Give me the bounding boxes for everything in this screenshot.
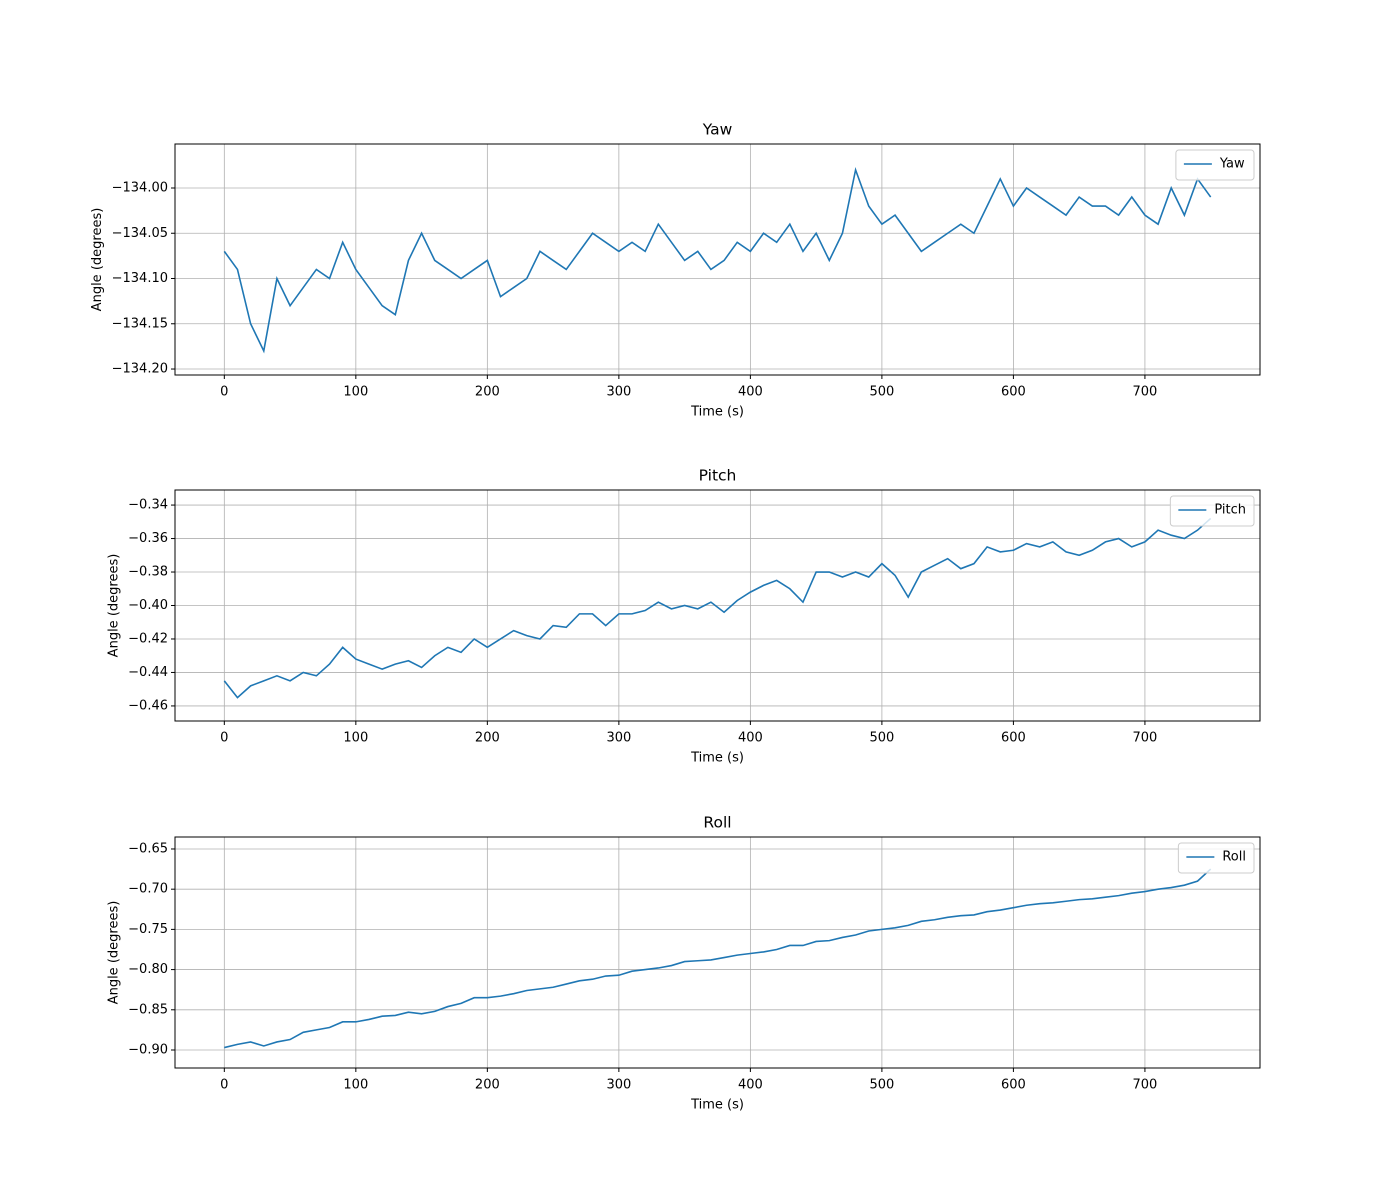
subplot: Roll 0 100 200 300 400 500 600 700 −0.90 −0.85 −0.8… <box>107 814 1261 1113</box>
x-tick-label: 600 <box>1001 1078 1026 1093</box>
y-tick-label: −0.44 <box>128 665 168 680</box>
subplot: Pitch 0 100 200 300 400 500 600 700 −0.46 −0.44 −0.… <box>107 467 1261 766</box>
legend-label: Pitch <box>1214 503 1246 518</box>
x-tick-label: 500 <box>869 1078 894 1093</box>
y-tick-label: −0.40 <box>128 598 168 613</box>
y-tick-label: −0.36 <box>128 531 168 546</box>
x-tick-label: 0 <box>220 731 228 746</box>
y-tick-label: −0.75 <box>128 922 168 937</box>
y-axis-label: Angle (degrees) <box>107 554 122 658</box>
y-axis-label: Angle (degrees) <box>90 208 105 312</box>
x-tick-label: 500 <box>869 385 894 400</box>
x-axis-label: Time (s) <box>690 751 744 766</box>
y-tick-label: −134.00 <box>112 180 168 195</box>
x-tick-label: 400 <box>738 1078 763 1093</box>
y-tick-label: −0.65 <box>128 841 168 856</box>
x-axis-label: Time (s) <box>690 405 744 420</box>
x-tick-label: 700 <box>1133 385 1158 400</box>
x-tick-label: 100 <box>343 385 368 400</box>
x-tick-label: 300 <box>606 385 631 400</box>
axes-frame <box>174 489 1261 722</box>
x-tick-label: 300 <box>606 1078 631 1093</box>
y-tick-label: −0.42 <box>128 631 168 646</box>
x-tick-label: 0 <box>220 1078 228 1093</box>
legend: Yaw <box>1175 149 1255 181</box>
x-tick-label: 400 <box>738 731 763 746</box>
axes-frame <box>174 836 1261 1069</box>
legend: Pitch <box>1169 495 1255 527</box>
legend-box <box>1175 149 1255 181</box>
y-tick-label: −0.70 <box>128 882 168 897</box>
x-tick-label: 0 <box>220 385 228 400</box>
x-axis-label: Time (s) <box>690 1098 744 1113</box>
x-tick-label: 100 <box>343 1078 368 1093</box>
y-tick-label: −0.38 <box>128 565 168 580</box>
x-tick-label: 200 <box>475 1078 500 1093</box>
x-tick-label: 400 <box>738 385 763 400</box>
y-tick-label: −134.15 <box>112 316 168 331</box>
y-tick-label: −0.90 <box>128 1042 168 1057</box>
legend-label: Yaw <box>1219 157 1245 172</box>
x-tick-label: 600 <box>1001 731 1026 746</box>
legend-label: Roll <box>1222 850 1246 865</box>
data-line <box>223 517 1212 699</box>
x-tick-label: 700 <box>1133 731 1158 746</box>
y-tick-label: −134.05 <box>112 226 168 241</box>
x-tick-label: 500 <box>869 731 894 746</box>
subplot-title: Roll <box>703 814 731 832</box>
x-tick-label: 700 <box>1133 1078 1158 1093</box>
y-axis-label: Angle (degrees) <box>107 901 122 1005</box>
y-tick-label: −0.85 <box>128 1002 168 1017</box>
y-tick-label: −134.20 <box>112 362 168 377</box>
x-tick-label: 200 <box>475 731 500 746</box>
x-tick-label: 300 <box>606 731 631 746</box>
axes-frame <box>174 143 1261 376</box>
legend-box <box>1169 495 1255 527</box>
y-tick-label: −0.46 <box>128 698 168 713</box>
data-line <box>224 868 1212 1049</box>
y-tick-label: −134.10 <box>112 271 168 286</box>
data-line <box>223 166 1212 354</box>
x-tick-label: 600 <box>1001 385 1026 400</box>
legend: Roll <box>1177 842 1255 874</box>
x-tick-label: 100 <box>343 731 368 746</box>
subplot: Yaw 0 100 200 300 400 500 600 700 −134.20 −134.15 −… <box>90 121 1261 420</box>
y-tick-label: −0.80 <box>128 962 168 977</box>
legend-box <box>1177 842 1255 874</box>
x-tick-label: 200 <box>475 385 500 400</box>
subplot-title: Yaw <box>702 121 733 139</box>
subplot-title: Pitch <box>699 467 737 485</box>
y-tick-label: −0.34 <box>128 498 168 513</box>
